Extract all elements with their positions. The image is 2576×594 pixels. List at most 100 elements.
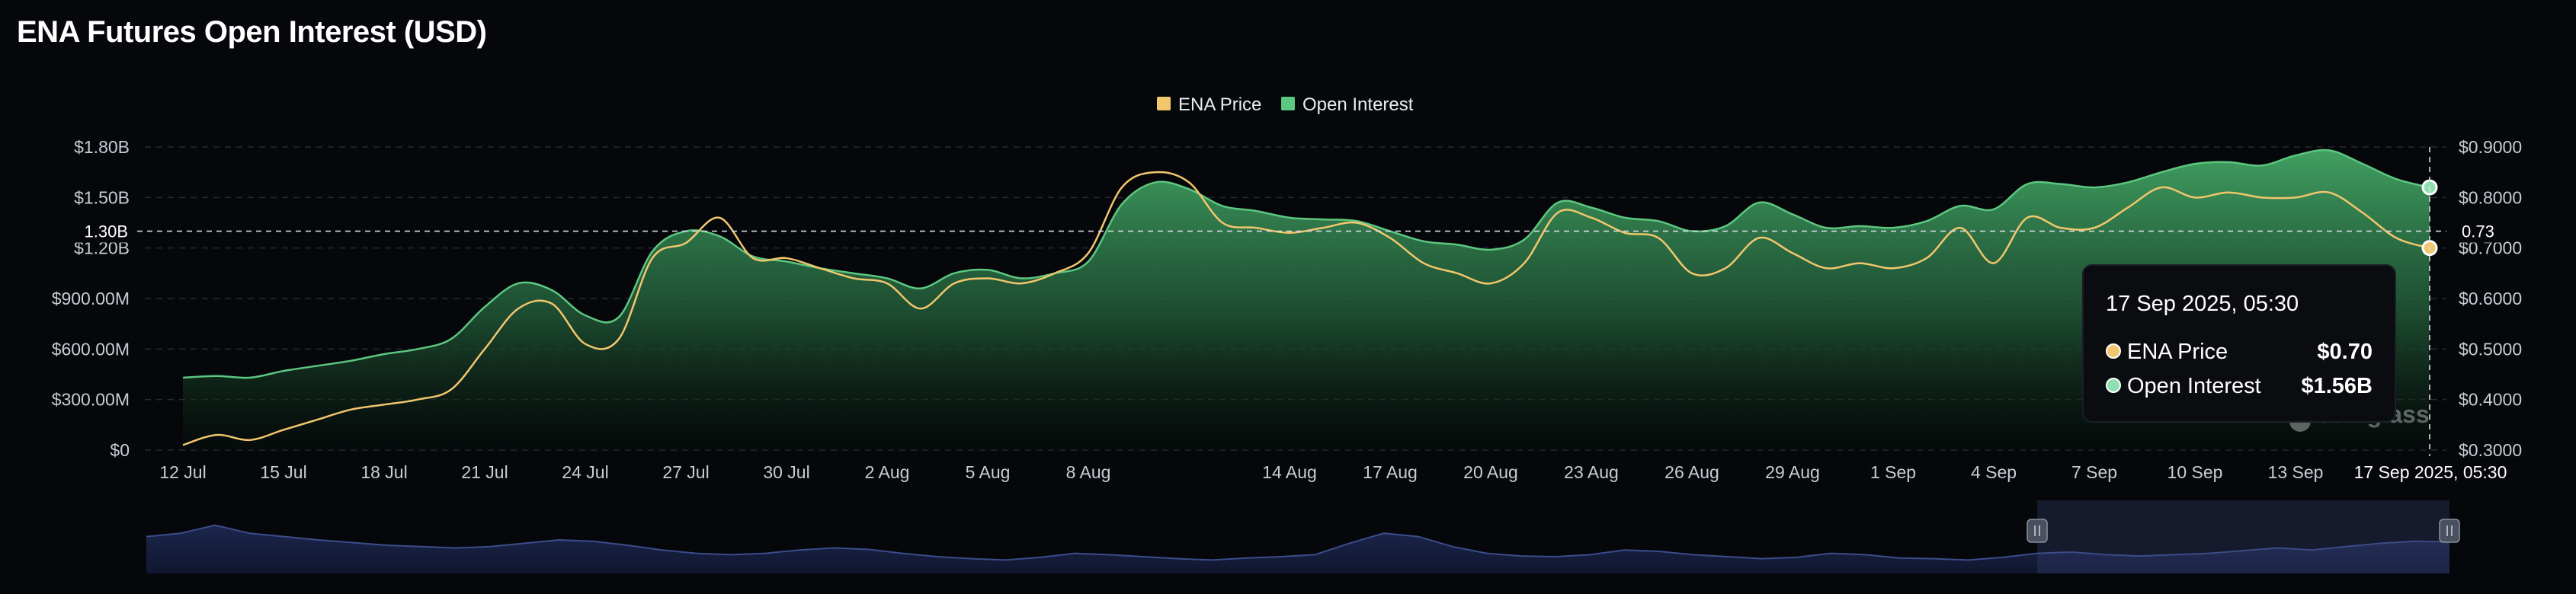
x-tick-label: 17 Aug (1363, 462, 1418, 482)
tooltip-dot-price (2106, 343, 2121, 359)
open-interest-point (1287, 216, 1292, 220)
open-interest-point (2327, 148, 2331, 152)
x-tick-label: 24 Jul (562, 462, 608, 482)
open-interest-point (2293, 153, 2298, 158)
chart-title: ENA Futures Open Interest (USD) (17, 15, 487, 49)
open-interest-point (1757, 200, 1761, 205)
open-interest-point (2126, 180, 2130, 184)
ena-price-point (985, 276, 990, 280)
x-tick-label: 26 Aug (1664, 462, 1719, 482)
open-interest-point (315, 363, 319, 368)
open-interest-point (918, 286, 923, 291)
open-interest-area (183, 150, 2430, 450)
open-interest-point (1790, 212, 1795, 216)
x-tick-label: 20 Aug (1463, 462, 1518, 482)
tooltip-value-open-interest: $1.56B (2301, 374, 2373, 398)
legend-swatch-price (1157, 97, 1171, 110)
x-tick-label: 5 Aug (966, 462, 1011, 482)
navigator-handle-grip (2027, 519, 2048, 543)
x-tick-label: 8 Aug (1066, 462, 1111, 482)
ena-price-point (382, 402, 386, 407)
hover-date-label-text: 17 Sep 2025, 05:30 (2354, 462, 2507, 482)
open-interest-point (1120, 202, 1124, 206)
open-interest-point (583, 313, 588, 318)
right-y-tick-label: $0.3000 (2459, 440, 2522, 460)
ena-price-point (1086, 251, 1091, 255)
tooltip-box (2082, 264, 2396, 423)
crosshair-left-label-bg (67, 219, 137, 243)
open-interest-point (1019, 276, 1024, 280)
open-interest-point (181, 375, 185, 380)
ena-price-point (549, 302, 554, 306)
open-interest-point (1991, 207, 1996, 212)
navigator-selection[interactable] (2037, 500, 2449, 573)
tooltip: 17 Sep 2025, 05:30 ENA Price $0.70 Open … (2082, 264, 2396, 423)
open-interest-point (1958, 203, 1962, 208)
right-y-tick-label: $0.5000 (2459, 339, 2522, 359)
open-interest-point (516, 281, 521, 286)
ena-price-point (1556, 210, 1560, 215)
legend-swatch-open-interest (1281, 97, 1295, 110)
open-interest-point (382, 352, 386, 356)
right-y-tick-label: $0.4000 (2459, 390, 2522, 410)
left-y-tick-label: $0 (110, 440, 130, 460)
ena-price-point (1321, 225, 1325, 230)
ena-price-point (2092, 225, 2097, 230)
tooltip-date: 17 Sep 2025, 05:30 (2106, 292, 2299, 316)
open-interest-point (1924, 219, 1929, 223)
open-interest-point (1187, 187, 1191, 191)
legend-label-price: ENA Price (1178, 94, 1261, 115)
open-interest-point (348, 359, 353, 363)
navigator-right-handle[interactable] (2439, 519, 2460, 543)
x-tick-label: 14 Aug (1262, 462, 1317, 482)
navigator-left-handle[interactable] (2027, 519, 2048, 543)
open-interest-point (1891, 225, 1895, 230)
navigator-line (146, 524, 2450, 561)
open-interest-point (717, 234, 722, 238)
ena-price-point (516, 306, 521, 311)
ena-price-point (2226, 190, 2231, 195)
open-interest-point (2059, 182, 2063, 187)
ena-price-point (2059, 225, 2063, 230)
ena-price-point (952, 281, 956, 286)
legend-item-open-interest[interactable]: Open Interest (1281, 94, 1414, 115)
tooltip-label-open-interest: Open Interest (2127, 374, 2261, 398)
open-interest-point (1656, 219, 1661, 223)
ena-price-point (684, 241, 688, 245)
x-tick-label: 1 Sep (1870, 462, 1916, 482)
left-y-tick-label: $900.00M (52, 289, 130, 308)
legend: ENA Price Open Interest (1157, 94, 1414, 115)
ena-price-point (1824, 266, 1828, 270)
navigator[interactable] (146, 500, 2460, 573)
open-interest-point (1220, 203, 1225, 208)
ena-price-point (2126, 206, 2130, 210)
ena-price-point (2360, 210, 2365, 215)
ena-price-point (1757, 235, 1761, 240)
open-interest-point (1623, 216, 1627, 220)
left-y-tick-label: $1.80B (74, 137, 130, 157)
open-interest-line (182, 148, 2430, 379)
ena-price-point (784, 256, 789, 260)
open-interest-point (214, 374, 219, 378)
ena-price-point (751, 256, 755, 260)
ena-price-point (851, 276, 856, 280)
tooltip-dot-open-interest (2106, 378, 2121, 393)
tooltip-label-price: ENA Price (2127, 340, 2228, 364)
ena-price-point (348, 407, 353, 412)
open-interest-point (1086, 259, 1091, 263)
open-interest-point (1488, 248, 1493, 252)
open-interest-point (1824, 225, 1828, 230)
x-tick-label: 4 Sep (1971, 462, 2017, 482)
ena-price-point (1220, 221, 1225, 225)
open-interest-point (1589, 206, 1594, 210)
x-tick-label: 10 Sep (2167, 462, 2223, 482)
ena-price-point (818, 266, 822, 270)
ena-price-point (248, 438, 252, 442)
x-tick-label: 30 Jul (763, 462, 809, 482)
ena-price-point (2394, 235, 2398, 240)
open-interest-point (851, 271, 856, 276)
legend-item-price[interactable]: ENA Price (1157, 94, 1261, 115)
open-interest-point (482, 305, 487, 309)
ena-price-point (1924, 256, 1929, 260)
